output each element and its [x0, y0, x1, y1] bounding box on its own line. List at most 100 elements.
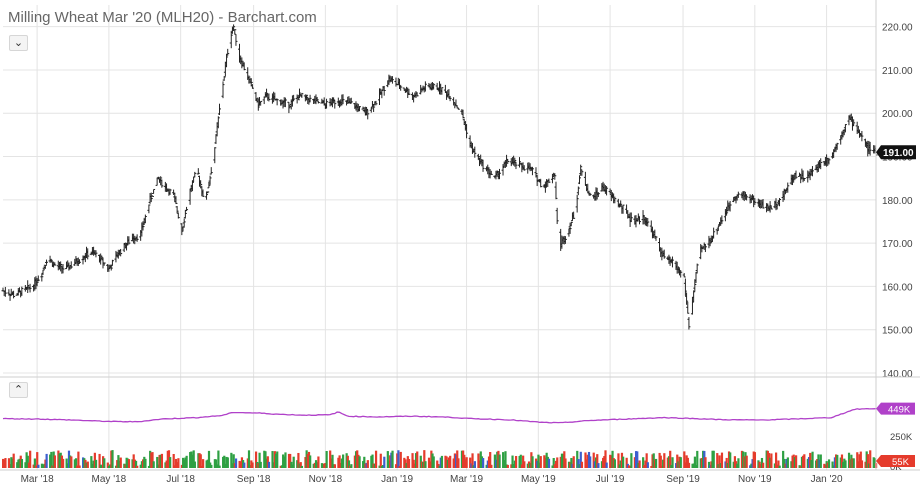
volume-bar [719, 463, 722, 468]
volume-bar [857, 461, 860, 468]
volume-bar [806, 458, 809, 468]
volume-bar [214, 459, 218, 468]
volume-bar [25, 452, 28, 468]
volume-bar [633, 457, 637, 468]
collapse-toggle-button[interactable]: ⌄ [9, 35, 28, 51]
time-tick-label: Sep '19 [666, 474, 700, 485]
volume-bar [398, 465, 401, 468]
volume-bar [717, 464, 720, 468]
volume-bar [611, 450, 614, 468]
volume-bar [666, 457, 669, 468]
volume-bar [527, 461, 531, 468]
volume-bar [526, 463, 529, 468]
volume-bar [594, 457, 598, 468]
volume-bar [823, 463, 826, 468]
volume-bar [844, 460, 847, 468]
volume-bar [712, 450, 715, 468]
volume-bar [707, 461, 711, 468]
volume-bar [132, 454, 135, 468]
volume-bar [139, 464, 142, 468]
volume-bar [617, 453, 620, 468]
volume-bar [78, 465, 81, 468]
volume-bar [824, 465, 827, 468]
volume-bar [782, 450, 785, 468]
volume-bar [677, 461, 680, 468]
volume-bar [202, 459, 205, 468]
volume-bar [174, 458, 178, 468]
volume-bar [518, 456, 521, 468]
volume-bar [364, 463, 367, 468]
volume-bar [358, 456, 361, 468]
volume-bar [324, 463, 327, 468]
chart-title: Milling Wheat Mar '20 (MLH20) - Barchart… [8, 9, 317, 26]
volume-bar [243, 462, 246, 468]
volume-bar [83, 458, 86, 468]
volume-bar [49, 454, 52, 468]
volume-bar [322, 463, 325, 468]
volume-bar [445, 456, 448, 468]
study-tick-label: 250K [890, 432, 913, 443]
volume-bar [309, 455, 312, 468]
volume-bar [436, 460, 439, 468]
volume-bar [503, 460, 506, 468]
volume-bar [159, 454, 162, 468]
volume-bar [118, 460, 121, 468]
volume-bar [432, 456, 435, 468]
volume-bar [403, 457, 406, 468]
volume-bar [350, 464, 353, 468]
volume-bar [858, 454, 861, 468]
volume-bar [422, 461, 425, 468]
volume-bar [424, 461, 427, 468]
volume-bar [126, 458, 129, 468]
volume-bar [760, 457, 764, 468]
volume-bar [538, 462, 541, 468]
volume-bar [345, 453, 348, 468]
volume-bar [726, 462, 729, 468]
volume-bar [304, 457, 307, 468]
volume-bar [593, 461, 597, 468]
volume-bar [259, 461, 262, 468]
volume-bar [724, 461, 727, 468]
volume-bar [490, 464, 493, 468]
volume-bar [734, 461, 738, 468]
volume-bar [671, 457, 674, 468]
volume-bar [634, 451, 638, 468]
volume-bar [140, 461, 144, 468]
volume-bar [778, 465, 781, 468]
volume-bar [370, 455, 373, 468]
volume-bar [298, 463, 301, 468]
volume-bar [353, 455, 356, 468]
volume-bar [560, 453, 564, 468]
volume-bar [413, 463, 416, 468]
volume-bar [387, 460, 391, 468]
study-toggle-button[interactable]: ⌃ [9, 382, 28, 398]
volume-bar [514, 455, 518, 468]
volume-bar [438, 465, 441, 468]
volume-bar [470, 463, 473, 468]
price-tick-label: 200.00 [882, 109, 913, 120]
volume-bar [69, 455, 72, 468]
volume-bar [758, 461, 761, 468]
volume-bar [213, 459, 216, 468]
volume-bar [869, 450, 872, 468]
volume-bar [142, 459, 145, 468]
volume-bar [16, 462, 19, 468]
volume-bar [131, 459, 134, 468]
volume-bar [226, 457, 229, 468]
volume-bar [256, 462, 259, 468]
volume-bar [709, 464, 712, 468]
volume-bar [76, 465, 79, 468]
volume-bar [497, 450, 500, 468]
volume-bar [749, 465, 752, 468]
volume-bar [622, 456, 625, 468]
volume-bar [103, 458, 106, 468]
volume-bar [536, 460, 539, 468]
volume-bar [643, 464, 646, 468]
volume-bar [36, 452, 39, 468]
volume-bar [205, 460, 208, 468]
volume-bar [166, 450, 169, 468]
volume-bar [325, 451, 328, 468]
volume-bar [539, 456, 542, 468]
volume-bar [626, 463, 629, 468]
volume-bar [716, 453, 719, 468]
